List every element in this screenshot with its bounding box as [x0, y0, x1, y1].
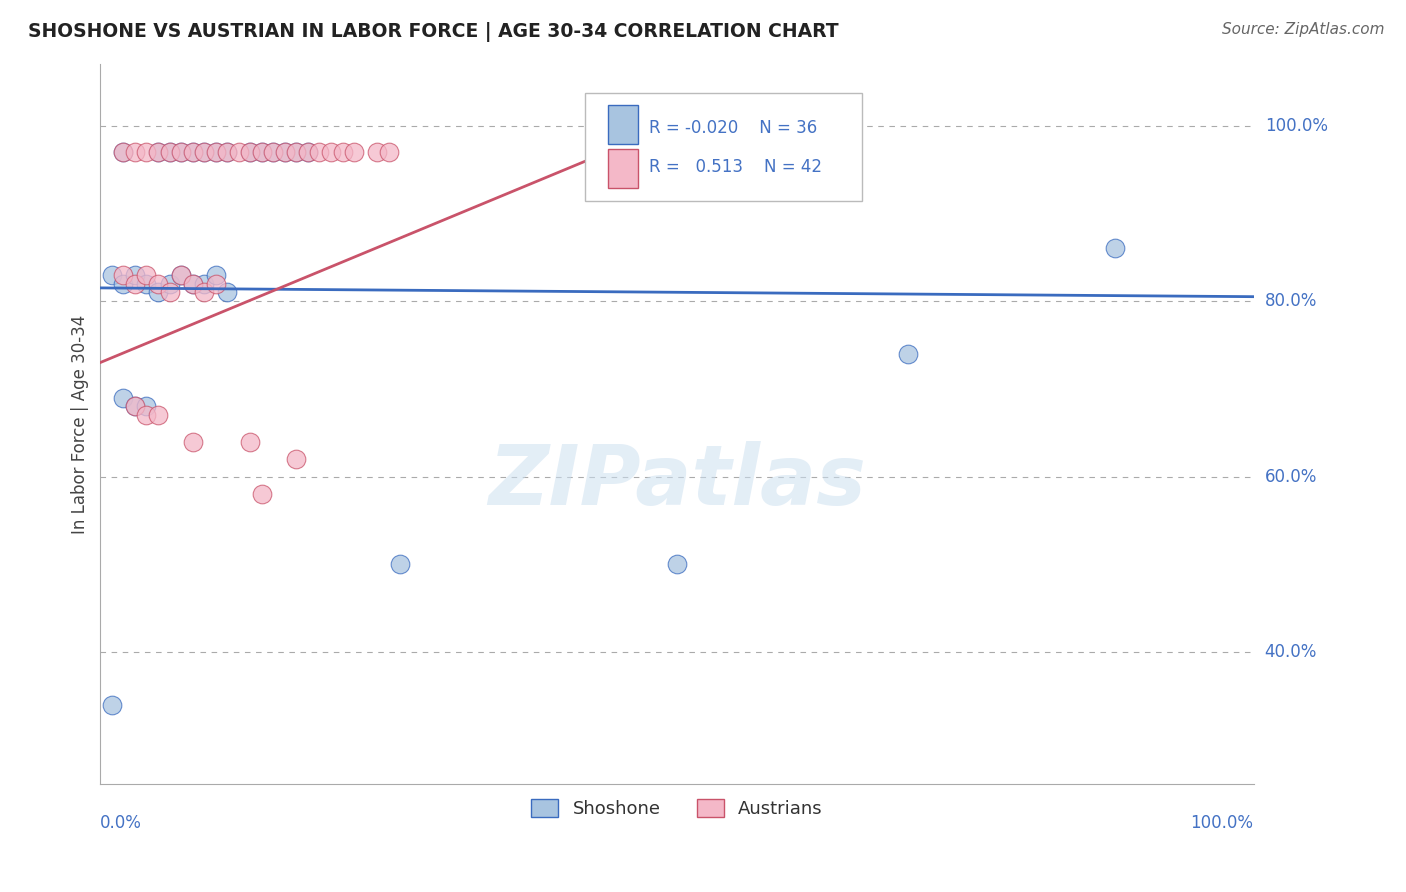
Point: [665, 558, 688, 572]
Point: [250, 487, 273, 501]
Text: 60.0%: 60.0%: [1265, 467, 1317, 485]
Point: [274, 145, 297, 159]
Text: Source: ZipAtlas.com: Source: ZipAtlas.com: [1222, 22, 1385, 37]
Point: [204, 277, 226, 291]
Point: [297, 145, 319, 159]
Point: [124, 400, 146, 414]
Point: [250, 145, 273, 159]
Point: [135, 145, 157, 159]
Point: [135, 408, 157, 422]
Point: [204, 145, 226, 159]
Point: [897, 347, 920, 361]
Point: [193, 285, 215, 300]
Point: [204, 145, 226, 159]
Point: [262, 145, 284, 159]
Point: [112, 145, 135, 159]
Point: [1104, 241, 1126, 255]
Point: [297, 145, 319, 159]
Point: [366, 145, 388, 159]
Point: [239, 434, 262, 449]
Point: [159, 145, 181, 159]
Point: [159, 285, 181, 300]
Point: [193, 277, 215, 291]
Point: [124, 145, 146, 159]
Point: [170, 268, 193, 282]
Point: [181, 277, 204, 291]
Point: [135, 400, 157, 414]
FancyBboxPatch shape: [585, 93, 862, 201]
Point: [135, 277, 157, 291]
Text: R =   0.513    N = 42: R = 0.513 N = 42: [650, 159, 823, 177]
Point: [343, 145, 366, 159]
Point: [112, 145, 135, 159]
Y-axis label: In Labor Force | Age 30-34: In Labor Force | Age 30-34: [72, 314, 89, 533]
Point: [170, 145, 193, 159]
Point: [217, 285, 239, 300]
Legend: Shoshone, Austrians: Shoshone, Austrians: [524, 791, 830, 825]
Point: [262, 145, 284, 159]
Point: [239, 145, 262, 159]
Text: 0.0%: 0.0%: [100, 814, 142, 832]
Point: [181, 145, 204, 159]
Point: [170, 145, 193, 159]
Text: 40.0%: 40.0%: [1265, 643, 1317, 661]
Point: [112, 277, 135, 291]
Point: [146, 145, 169, 159]
FancyBboxPatch shape: [607, 104, 638, 144]
Point: [377, 145, 399, 159]
Point: [124, 268, 146, 282]
Text: SHOSHONE VS AUSTRIAN IN LABOR FORCE | AGE 30-34 CORRELATION CHART: SHOSHONE VS AUSTRIAN IN LABOR FORCE | AG…: [28, 22, 839, 42]
Point: [217, 145, 239, 159]
Point: [181, 434, 204, 449]
Point: [285, 145, 308, 159]
Point: [239, 145, 262, 159]
Point: [319, 145, 342, 159]
Point: [112, 391, 135, 405]
Point: [159, 145, 181, 159]
Point: [285, 452, 308, 467]
Point: [181, 145, 204, 159]
Point: [146, 408, 169, 422]
Point: [124, 400, 146, 414]
Point: [135, 268, 157, 282]
Point: [146, 285, 169, 300]
Point: [146, 145, 169, 159]
Point: [389, 558, 412, 572]
Point: [228, 145, 250, 159]
Point: [217, 145, 239, 159]
Point: [193, 145, 215, 159]
Point: [285, 145, 308, 159]
Point: [274, 145, 297, 159]
Text: R = -0.020    N = 36: R = -0.020 N = 36: [650, 120, 817, 137]
Point: [101, 698, 124, 712]
Point: [170, 268, 193, 282]
Point: [124, 277, 146, 291]
Point: [101, 268, 124, 282]
Point: [332, 145, 354, 159]
Point: [204, 268, 226, 282]
Point: [112, 268, 135, 282]
Point: [250, 145, 273, 159]
Point: [308, 145, 330, 159]
Point: [159, 277, 181, 291]
Text: ZIPatlas: ZIPatlas: [488, 441, 866, 522]
FancyBboxPatch shape: [607, 149, 638, 187]
Point: [146, 277, 169, 291]
Point: [193, 145, 215, 159]
Text: 100.0%: 100.0%: [1265, 117, 1327, 135]
Text: 100.0%: 100.0%: [1191, 814, 1254, 832]
Point: [181, 277, 204, 291]
Point: [596, 145, 619, 159]
Text: 80.0%: 80.0%: [1265, 292, 1317, 310]
